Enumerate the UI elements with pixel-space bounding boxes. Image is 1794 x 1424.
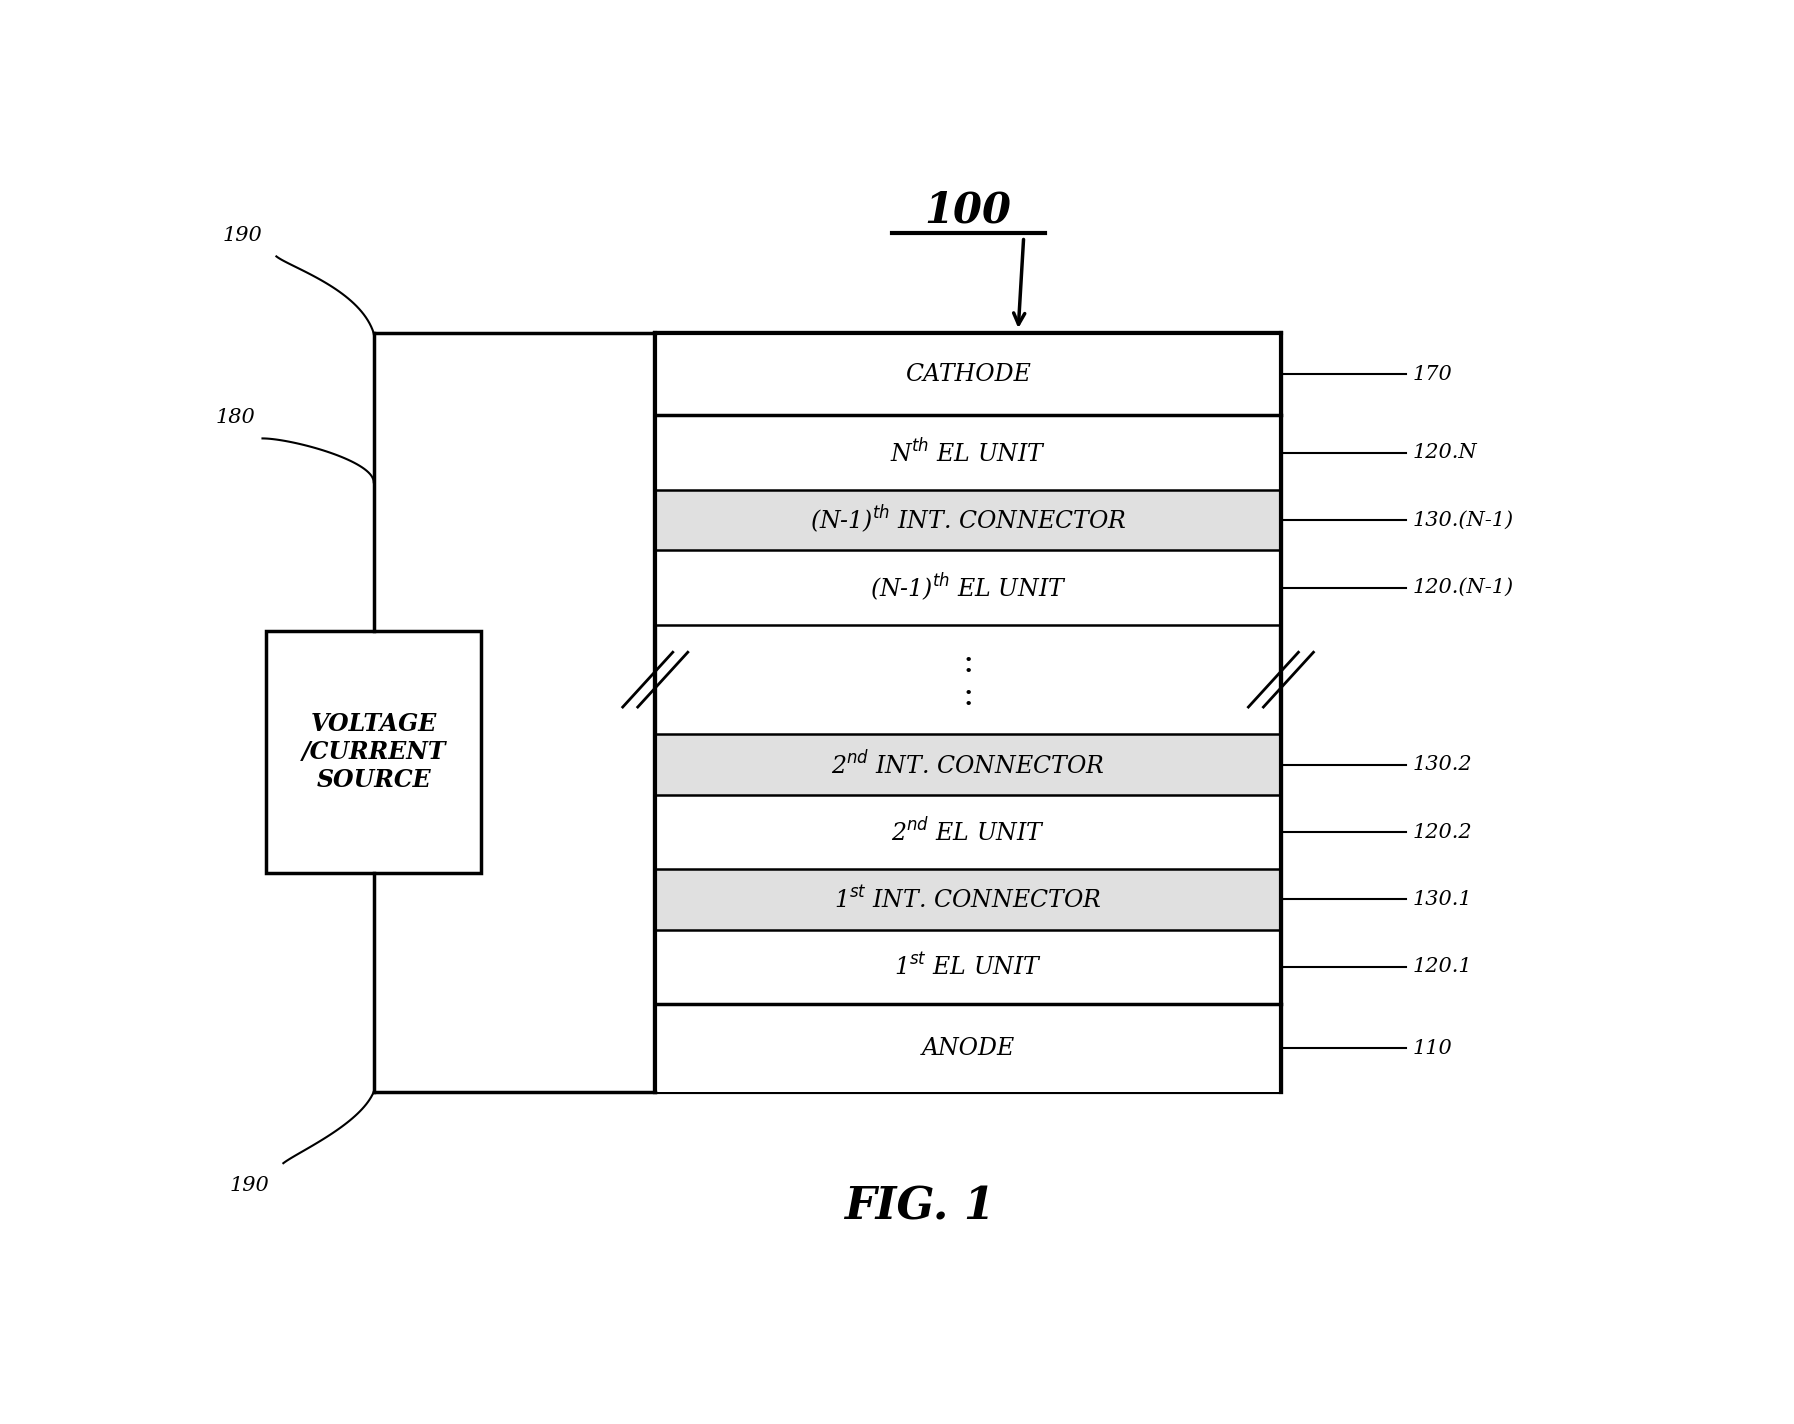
Text: (N-1)$^{th}$ INT. CONNECTOR: (N-1)$^{th}$ INT. CONNECTOR bbox=[809, 504, 1127, 537]
Text: :: : bbox=[962, 681, 974, 712]
Text: 100: 100 bbox=[924, 189, 1012, 231]
Text: ANODE: ANODE bbox=[922, 1037, 1015, 1059]
Text: 190: 190 bbox=[230, 1176, 269, 1195]
Text: 180: 180 bbox=[215, 409, 255, 427]
Bar bbox=[655, 795, 1281, 869]
Bar bbox=[655, 869, 1281, 930]
Bar bbox=[655, 416, 1281, 490]
Text: 1$^{st}$ EL UNIT: 1$^{st}$ EL UNIT bbox=[893, 954, 1042, 980]
Text: N$^{th}$ EL UNIT: N$^{th}$ EL UNIT bbox=[890, 439, 1046, 467]
Bar bbox=[266, 631, 481, 873]
Text: 120.1: 120.1 bbox=[1414, 957, 1473, 977]
Bar bbox=[655, 1004, 1281, 1092]
Bar bbox=[655, 550, 1281, 625]
Text: 110: 110 bbox=[1414, 1038, 1453, 1058]
Text: 2$^{nd}$ INT. CONNECTOR: 2$^{nd}$ INT. CONNECTOR bbox=[831, 750, 1105, 779]
Bar bbox=[655, 735, 1281, 795]
Text: 2$^{nd}$ EL UNIT: 2$^{nd}$ EL UNIT bbox=[892, 817, 1046, 846]
Text: VOLTAGE
/CURRENT
SOURCE: VOLTAGE /CURRENT SOURCE bbox=[301, 712, 447, 792]
Text: 170: 170 bbox=[1414, 365, 1453, 384]
Text: 120.N: 120.N bbox=[1414, 443, 1478, 463]
Text: (N-1)$^{th}$ EL UNIT: (N-1)$^{th}$ EL UNIT bbox=[870, 571, 1067, 604]
Text: CATHODE: CATHODE bbox=[906, 363, 1032, 386]
Bar bbox=[655, 930, 1281, 1004]
Bar bbox=[655, 333, 1281, 1092]
Text: 1$^{st}$ INT. CONNECTOR: 1$^{st}$ INT. CONNECTOR bbox=[834, 886, 1102, 913]
Bar bbox=[655, 333, 1281, 416]
Text: 130.(N-1): 130.(N-1) bbox=[1414, 511, 1514, 530]
Text: 130.2: 130.2 bbox=[1414, 755, 1473, 775]
Text: FIG. 1: FIG. 1 bbox=[843, 1186, 996, 1229]
Text: 190: 190 bbox=[222, 226, 262, 245]
Text: 120.2: 120.2 bbox=[1414, 823, 1473, 842]
Bar bbox=[655, 490, 1281, 550]
Text: :: : bbox=[962, 646, 974, 679]
Text: 130.1: 130.1 bbox=[1414, 890, 1473, 909]
Text: 120.(N-1): 120.(N-1) bbox=[1414, 578, 1514, 597]
